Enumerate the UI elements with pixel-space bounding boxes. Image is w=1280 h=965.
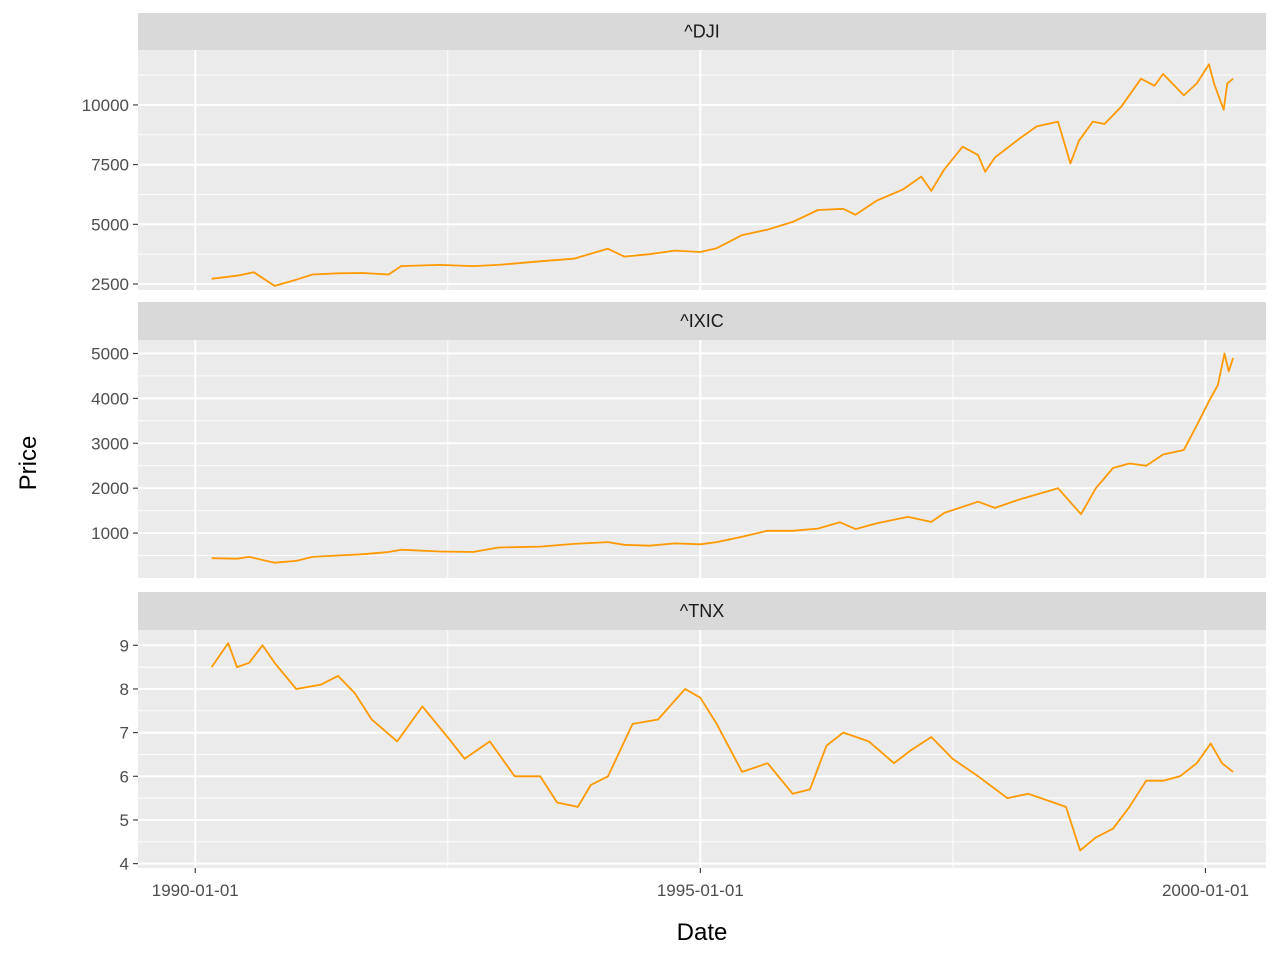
y-tick-label: 3000	[91, 434, 129, 453]
panel-ixic: ^IXIC 1000 2000 3000 4000 5000	[91, 302, 1266, 578]
y-tick-label: 4	[120, 855, 129, 874]
y-tick-label: 7500	[91, 156, 129, 175]
y-tick-label: 5	[120, 811, 129, 830]
facet-strip	[138, 592, 1266, 630]
y-tick-label: 7	[120, 724, 129, 743]
series-line-tnx	[210, 642, 1234, 852]
series-line-dji	[211, 63, 1234, 287]
panel-tnx: ^TNX 4 5 6 7 8 9	[120, 592, 1266, 874]
y-tick-label: 10000	[82, 96, 129, 115]
x-axis-title: Date	[677, 919, 728, 946]
y-tick-label: 1000	[91, 524, 129, 543]
facet-strip	[138, 13, 1266, 50]
x-axis: 1990-01-01 1995-01-01 2000-01-01	[152, 868, 1249, 900]
y-tick-label: 8	[120, 680, 129, 699]
y-tick-label: 2500	[91, 275, 129, 294]
facet-strip-label: ^TNX	[680, 601, 724, 621]
panel-background	[138, 340, 1266, 578]
facet-strip-label: ^DJI	[684, 22, 719, 42]
panel-dji: ^DJI 2500 5000 7500 10000	[82, 13, 1266, 294]
x-tick-label: 2000-01-01	[1162, 881, 1249, 900]
facet-panels: ^DJI 2500 5000 7500 10000 ^IXIC 1000 2000 3000 40…	[82, 13, 1266, 874]
x-tick-label: 1990-01-01	[152, 881, 239, 900]
panel-background	[138, 50, 1266, 290]
panel-background	[138, 630, 1266, 868]
facet-strip-label: ^IXIC	[680, 311, 723, 331]
y-tick-label: 6	[120, 767, 129, 786]
y-tick-label: 2000	[91, 479, 129, 498]
y-tick-label: 5000	[91, 215, 129, 234]
y-axis-title: Price	[15, 436, 42, 491]
y-tick-label: 9	[120, 636, 129, 655]
facet-strip	[138, 302, 1266, 340]
y-tick-label: 5000	[91, 344, 129, 363]
y-tick-label: 4000	[91, 389, 129, 408]
x-tick-label: 1995-01-01	[657, 881, 744, 900]
series-line-ixic	[211, 352, 1234, 564]
